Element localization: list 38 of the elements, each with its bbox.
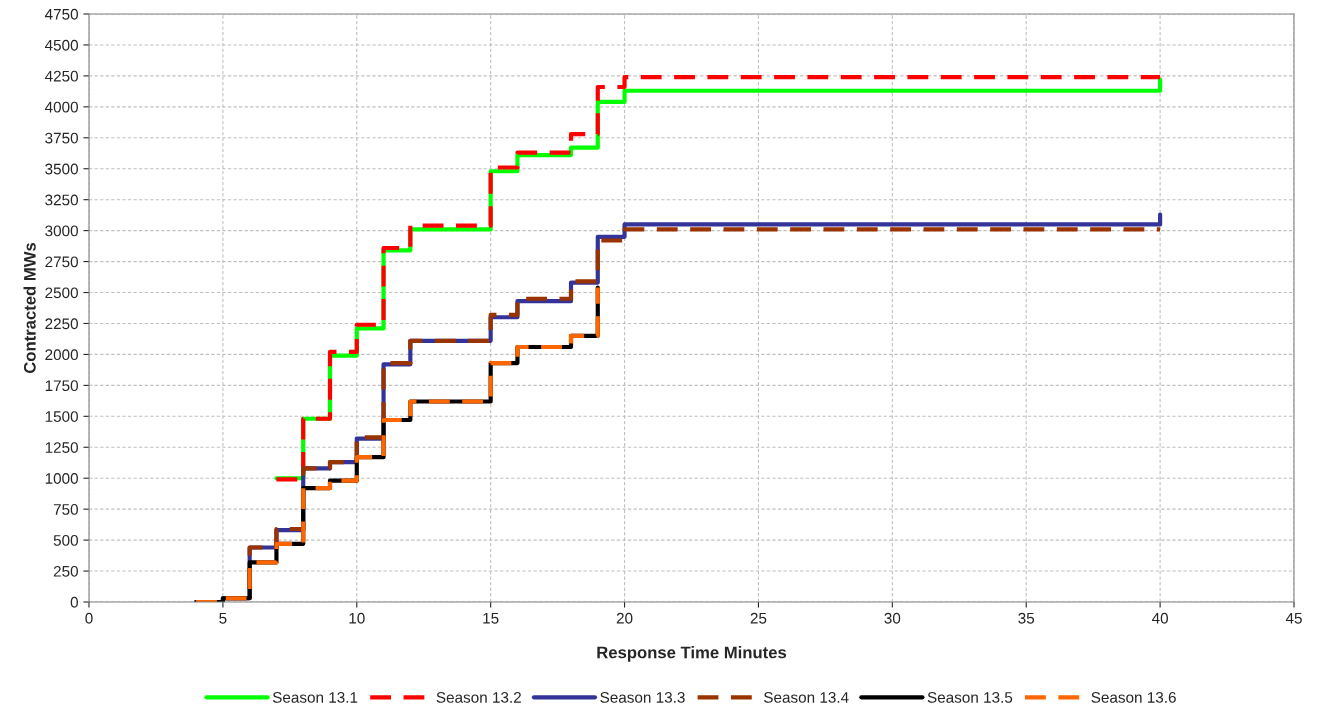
y-tick-label: 3500 (45, 163, 78, 175)
y-tick-label: 1500 (45, 411, 78, 422)
y-tick-label: 4000 (44, 101, 78, 113)
y-tick-label: 2250 (45, 318, 78, 330)
x-tick-label: 45 (1285, 612, 1302, 624)
y-tick-label: 4500 (44, 39, 78, 51)
y-tick-label: 250 (53, 565, 78, 577)
legend-label: Season 13.1 (272, 692, 358, 703)
y-tick-label: 750 (53, 504, 78, 515)
x-tick-label: 35 (1018, 612, 1035, 624)
legend-label: Season 13.6 (1091, 692, 1176, 703)
y-tick-label: 2000 (45, 349, 78, 361)
x-tick-label: 40 (1151, 612, 1169, 624)
y-tick-label: 1750 (45, 380, 78, 392)
y-tick-label: 3000 (45, 225, 78, 237)
x-tick-label: 10 (349, 612, 365, 624)
x-tick-label: 5 (219, 612, 227, 624)
y-tick-label: 2750 (45, 256, 78, 268)
y-axis-title: Contracted MWs (23, 242, 36, 374)
legend-label: Season 13.4 (764, 692, 849, 703)
y-tick-label: 3750 (45, 132, 78, 144)
y-tick-label: 3250 (45, 194, 78, 206)
legend-label: Season 13.3 (600, 692, 685, 703)
x-tick-label: 25 (750, 612, 767, 624)
x-tick-label: 15 (483, 612, 499, 624)
y-tick-label: 2500 (45, 287, 78, 299)
y-tick-label: 0 (70, 596, 78, 608)
y-tick-label: 4250 (44, 70, 78, 82)
x-tick-label: 20 (616, 612, 633, 624)
y-tick-label: 1250 (45, 442, 78, 453)
legend-label: Season 13.5 (927, 692, 1013, 703)
x-tick-label: 30 (884, 612, 901, 624)
x-tick-label: 0 (85, 612, 93, 624)
y-tick-label: 4750 (44, 8, 78, 20)
x-axis-title: Response Time Minutes (597, 646, 787, 662)
legend-label: Season 13.2 (436, 692, 521, 703)
y-tick-label: 1000 (45, 473, 78, 484)
y-tick-label: 500 (53, 534, 78, 546)
